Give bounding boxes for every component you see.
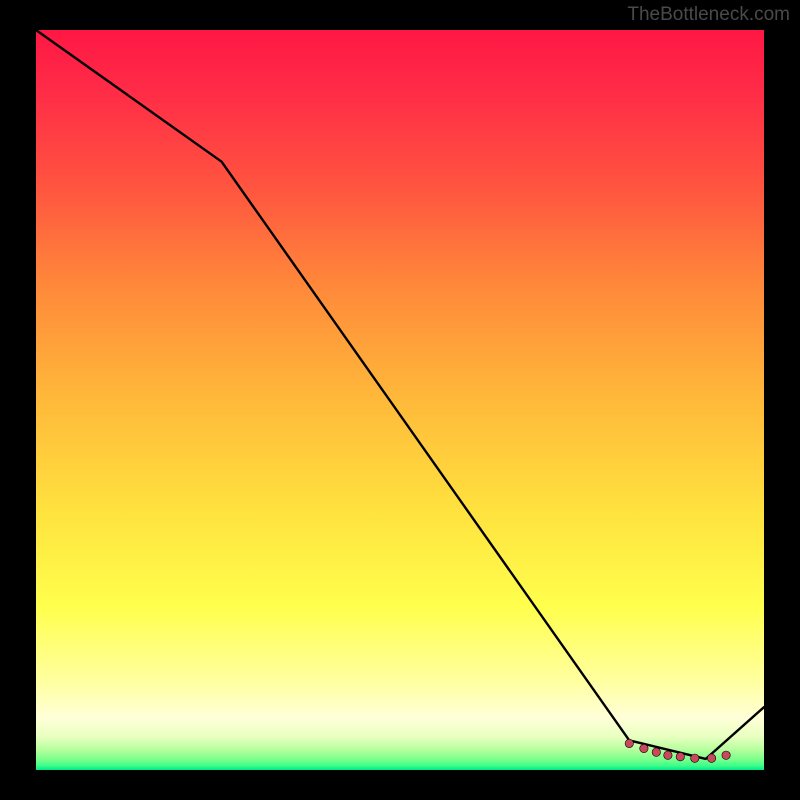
attribution-text: TheBottleneck.com xyxy=(627,4,790,26)
chart-frame: TheBottleneck.com xyxy=(0,0,800,800)
curve-marker xyxy=(707,754,715,762)
curve-marker xyxy=(691,754,699,762)
curve-marker xyxy=(640,744,648,752)
curve-marker xyxy=(722,751,730,759)
curve-layer xyxy=(36,30,764,770)
curve-marker xyxy=(652,748,660,756)
curve-marker xyxy=(676,753,684,761)
curve-marker xyxy=(625,739,633,747)
curve-marker xyxy=(664,751,672,759)
plot-area xyxy=(36,30,764,770)
main-curve-line xyxy=(36,30,764,759)
